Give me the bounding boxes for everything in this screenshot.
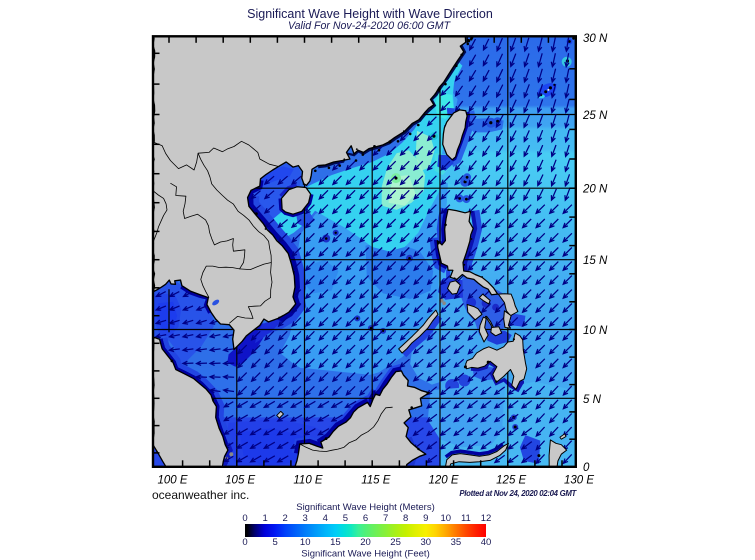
svg-text:4: 4 [323, 513, 328, 524]
svg-text:12: 12 [481, 513, 492, 524]
svg-text:Valid For Nov-24-2020 06:00 GM: Valid For Nov-24-2020 06:00 GMT [288, 20, 452, 32]
svg-text:9: 9 [423, 513, 428, 524]
svg-text:30 N: 30 N [583, 33, 608, 45]
svg-text:Significant Wave Height (Feet): Significant Wave Height (Feet) [301, 549, 429, 560]
svg-text:6: 6 [363, 513, 368, 524]
svg-text:0: 0 [242, 513, 247, 524]
svg-text:10: 10 [300, 537, 311, 548]
svg-text:35: 35 [451, 537, 462, 548]
svg-text:20: 20 [360, 537, 371, 548]
svg-text:3: 3 [303, 513, 308, 524]
svg-text:Significant Wave Height (Meter: Significant Wave Height (Meters) [296, 502, 435, 513]
svg-text:25: 25 [390, 537, 401, 548]
svg-text:7: 7 [383, 513, 388, 524]
svg-text:8: 8 [403, 513, 408, 524]
svg-text:15: 15 [330, 537, 341, 548]
svg-text:105 E: 105 E [225, 475, 255, 487]
svg-text:10 N: 10 N [583, 325, 608, 337]
svg-text:40: 40 [481, 537, 492, 548]
svg-text:1: 1 [262, 513, 267, 524]
svg-text:5: 5 [343, 513, 348, 524]
svg-text:5 N: 5 N [583, 394, 602, 406]
svg-text:11: 11 [461, 513, 471, 524]
svg-text:Significant Wave Height with W: Significant Wave Height with Wave Direct… [247, 7, 493, 21]
svg-text:130 E: 130 E [564, 475, 594, 487]
svg-text:0: 0 [242, 537, 247, 548]
svg-text:120 E: 120 E [428, 475, 458, 487]
svg-text:100 E: 100 E [157, 475, 187, 487]
svg-text:2: 2 [283, 513, 288, 524]
svg-text:0: 0 [583, 462, 590, 474]
svg-text:Plotted at Nov 24, 2020 02:04: Plotted at Nov 24, 2020 02:04 GMT [459, 489, 577, 498]
svg-text:110 E: 110 E [293, 475, 323, 487]
svg-text:15 N: 15 N [583, 255, 608, 267]
svg-text:20 N: 20 N [582, 184, 608, 196]
svg-text:oceanweather inc.: oceanweather inc. [152, 488, 249, 502]
svg-text:125 E: 125 E [496, 475, 526, 487]
svg-text:5: 5 [272, 537, 277, 548]
svg-text:25 N: 25 N [582, 110, 608, 122]
svg-text:10: 10 [441, 513, 452, 524]
svg-text:115 E: 115 E [361, 475, 391, 487]
svg-text:30: 30 [421, 537, 432, 548]
